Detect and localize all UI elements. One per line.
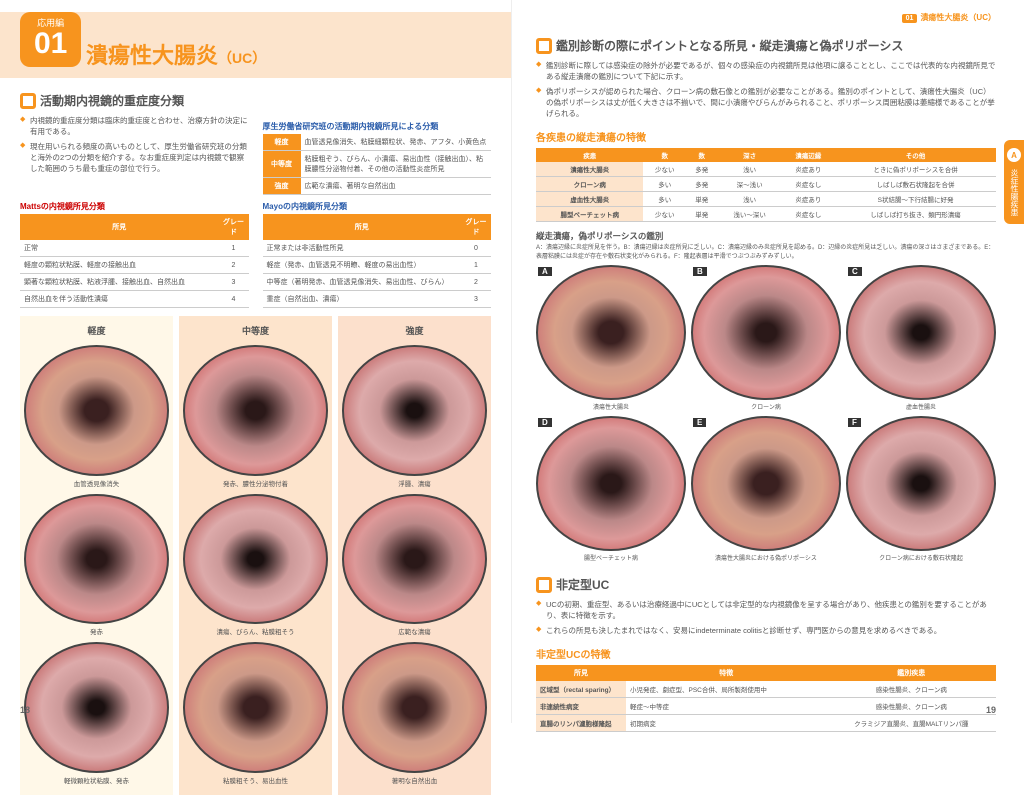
intro-columns: 内視鏡的重症度分類は臨床的重症度と合わせ、治療方針の決定に有用である。 現在用い… xyxy=(20,115,491,195)
section-severity: 活動期内視鏡的重症度分類 xyxy=(20,92,491,109)
endoscopy-image xyxy=(183,494,328,625)
figure-cell: A潰瘍性大腸炎 xyxy=(536,265,686,411)
bullet: 鑑別診断に際しては感染症の除外が必要であるが、個々の感染症の内視鏡所見は他項に譲… xyxy=(536,60,996,83)
right-page: 01潰瘍性大腸炎（UC） A 炎症性腸疾患 鑑別診断の際にポイントとなる所見・縦… xyxy=(512,0,1024,723)
figure-cell: D腸型ベーチェット病 xyxy=(536,416,686,562)
endoscopy-image xyxy=(183,345,328,476)
classification-tables: Mattsの内視鏡所見分類 所見グレード 正常1 軽度の顆粒状粘膜、軽度の接触出… xyxy=(20,195,491,308)
mhlw-title: 厚生労働省研究班の活動期内視鏡所見による分類 xyxy=(263,121,492,132)
endoscopy-image xyxy=(846,265,996,400)
matts-title: Mattsの内視鏡所見分類 xyxy=(20,201,249,212)
bullet: UCの初期、重症型、あるいは治療経過中にUCとしては非定型的な内視鏡像を呈する場… xyxy=(536,599,996,622)
mhlw-table-block: 厚生労働省研究班の活動期内視鏡所見による分類 軽度血管透見像消失、粘膜細顆粒状、… xyxy=(263,115,492,195)
endoscopy-image xyxy=(691,265,841,400)
atypical-table: 所見特徴鑑別疾患 区域型（rectal sparing）小児発症、劇症型、PSC… xyxy=(536,665,996,732)
intro-bullets: 内視鏡的重症度分類は臨床的重症度と合わせ、治療方針の決定に有用である。 現在用い… xyxy=(20,115,249,195)
bullet: 偽ポリポーシスが認められた場合、クローン病の敷石像との鑑別が必要なことがある。鑑… xyxy=(536,86,996,120)
endoscopy-image xyxy=(342,642,487,773)
chapter-number: 01 xyxy=(34,27,67,60)
page-header: 01潰瘍性大腸炎（UC） xyxy=(536,12,996,23)
page-number: 19 xyxy=(986,705,996,715)
endoscopy-image xyxy=(342,345,487,476)
subsection-differential-images: 縦走潰瘍，偽ポリポーシスの鑑別 xyxy=(536,230,996,242)
figure-cell: Fクローン病における敷石状隆起 xyxy=(846,416,996,562)
endoscopy-image xyxy=(183,642,328,773)
section-differential: 鑑別診断の際にポイントとなる所見・縦走潰瘍と偽ポリポーシス xyxy=(536,37,996,54)
mhlw-table: 軽度血管透見像消失、粘膜細顆粒状、発赤、アフタ、小黄色点 中等度粘膜粗ぞう、びら… xyxy=(263,134,492,195)
side-tab: A 炎症性腸疾患 xyxy=(1004,140,1024,224)
matts-table: 所見グレード 正常1 軽度の顆粒状粘膜、軽度の接触出血2 顕著な顆粒状粘膜、粘液… xyxy=(20,214,249,308)
matts-block: Mattsの内視鏡所見分類 所見グレード 正常1 軽度の顆粒状粘膜、軽度の接触出… xyxy=(20,195,249,308)
characteristics-table: 疾患 数 数 深さ 潰瘍辺縁 その他 潰瘍性大腸炎少ない多発浅い炎症ありときに偽… xyxy=(536,148,996,222)
page-number: 18 xyxy=(20,705,30,715)
figure-cell: E潰瘍性大腸炎における偽ポリポーシス xyxy=(691,416,841,562)
endoscopy-image xyxy=(536,265,686,400)
bullet: 内視鏡的重症度分類は臨床的重症度と合わせ、治療方針の決定に有用である。 xyxy=(20,115,249,138)
figure-cell: C虚血性腸炎 xyxy=(846,265,996,411)
endoscopy-image xyxy=(691,416,841,551)
left-page: 応用編 01 潰瘍性大腸炎（UC） 活動期内視鏡的重症度分類 内視鏡的重症度分類… xyxy=(0,0,512,723)
subsection-atypical-features: 非定型UCの特徴 xyxy=(536,646,996,661)
endoscopy-image xyxy=(342,494,487,625)
endoscopy-image xyxy=(24,345,169,476)
mayo-block: Mayoの内視鏡所見分類 所見グレード 正常または非活動性所見0 軽症（発赤、血… xyxy=(263,195,492,308)
chapter-badge: 応用編 01 xyxy=(20,12,81,67)
endoscopy-image xyxy=(846,416,996,551)
figure-grid: A潰瘍性大腸炎 Bクローン病 C虚血性腸炎 D腸型ベーチェット病 E潰瘍性大腸炎… xyxy=(536,265,996,562)
bullet: 現在用いられる頻度の高いものとして、厚生労働省研究班の分類と海外の2つの分類を紹… xyxy=(20,141,249,175)
section-atypical: 非定型UC xyxy=(536,576,996,593)
subsection-longitudinal: 各疾患の縦走潰瘍の特徴 xyxy=(536,129,996,144)
main-title: 潰瘍性大腸炎（UC） xyxy=(86,38,511,70)
mayo-title: Mayoの内視鏡所見分類 xyxy=(263,201,492,212)
mayo-table: 所見グレード 正常または非活動性所見0 軽症（発赤、血管透見不明瞭、軽度の易出血… xyxy=(263,214,492,308)
title-background: 応用編 01 潰瘍性大腸炎（UC） xyxy=(0,12,511,78)
endoscopy-image xyxy=(24,642,169,773)
figure-cell: Bクローン病 xyxy=(691,265,841,411)
endoscopy-image xyxy=(24,494,169,625)
endoscopy-image xyxy=(536,416,686,551)
figure-note: A：潰瘍辺縁に炎症所見を伴う。B：潰瘍辺縁は炎症所見に乏しい。C：潰瘍辺縁のみ炎… xyxy=(536,244,996,261)
bullet: これらの所見も決したまれではなく、安易にindeterminate coliti… xyxy=(536,625,996,636)
